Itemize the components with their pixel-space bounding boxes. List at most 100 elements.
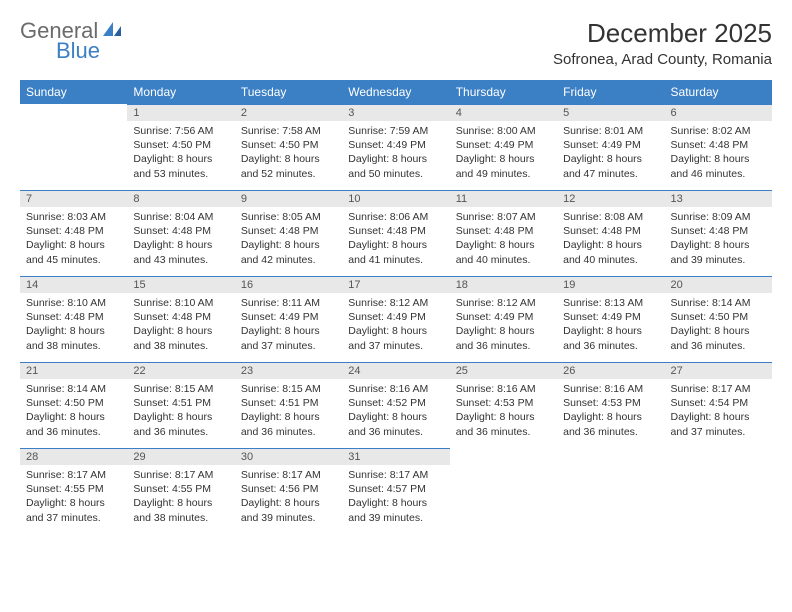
day-number: 30 — [235, 448, 342, 465]
day-number: 8 — [127, 190, 234, 207]
sunrise-text: Sunrise: 8:10 AM — [133, 296, 228, 310]
calendar-day-cell: 2Sunrise: 7:58 AMSunset: 4:50 PMDaylight… — [235, 104, 342, 190]
day-content: Sunrise: 8:14 AMSunset: 4:50 PMDaylight:… — [20, 379, 127, 445]
daylight-line1: Daylight: 8 hours — [133, 410, 228, 424]
page-title: December 2025 — [553, 18, 772, 49]
daylight-line2: and 53 minutes. — [133, 167, 228, 181]
calendar-day-cell: 30Sunrise: 8:17 AMSunset: 4:56 PMDayligh… — [235, 448, 342, 534]
day-number: 27 — [665, 362, 772, 379]
daylight-line2: and 36 minutes. — [348, 425, 443, 439]
calendar-day-cell: 18Sunrise: 8:12 AMSunset: 4:49 PMDayligh… — [450, 276, 557, 362]
calendar-day-cell: 27Sunrise: 8:17 AMSunset: 4:54 PMDayligh… — [665, 362, 772, 448]
sunset-text: Sunset: 4:48 PM — [133, 224, 228, 238]
sunset-text: Sunset: 4:48 PM — [456, 224, 551, 238]
daylight-line2: and 38 minutes. — [26, 339, 121, 353]
day-content: Sunrise: 8:14 AMSunset: 4:50 PMDaylight:… — [665, 293, 772, 359]
daylight-line2: and 36 minutes. — [456, 339, 551, 353]
header: General Blue December 2025 Sofronea, Ara… — [20, 18, 772, 68]
sunset-text: Sunset: 4:49 PM — [563, 310, 658, 324]
calendar-day-cell: 10Sunrise: 8:06 AMSunset: 4:48 PMDayligh… — [342, 190, 449, 276]
sunrise-text: Sunrise: 8:12 AM — [348, 296, 443, 310]
logo: General Blue — [20, 18, 123, 64]
daylight-line1: Daylight: 8 hours — [348, 152, 443, 166]
day-number: 18 — [450, 276, 557, 293]
daylight-line2: and 36 minutes. — [671, 339, 766, 353]
sunrise-text: Sunrise: 8:14 AM — [26, 382, 121, 396]
daylight-line2: and 52 minutes. — [241, 167, 336, 181]
daylight-line1: Daylight: 8 hours — [563, 324, 658, 338]
day-number: 29 — [127, 448, 234, 465]
daylight-line1: Daylight: 8 hours — [133, 152, 228, 166]
daylight-line1: Daylight: 8 hours — [241, 152, 336, 166]
sunset-text: Sunset: 4:49 PM — [348, 310, 443, 324]
daylight-line2: and 42 minutes. — [241, 253, 336, 267]
day-content: Sunrise: 8:12 AMSunset: 4:49 PMDaylight:… — [342, 293, 449, 359]
day-number: 15 — [127, 276, 234, 293]
sunset-text: Sunset: 4:48 PM — [348, 224, 443, 238]
day-number: 17 — [342, 276, 449, 293]
weekday-saturday: Saturday — [665, 80, 772, 104]
day-content: Sunrise: 8:10 AMSunset: 4:48 PMDaylight:… — [20, 293, 127, 359]
day-number: 5 — [557, 104, 664, 121]
calendar-week-row: 14Sunrise: 8:10 AMSunset: 4:48 PMDayligh… — [20, 276, 772, 362]
sunrise-text: Sunrise: 8:06 AM — [348, 210, 443, 224]
daylight-line1: Daylight: 8 hours — [348, 496, 443, 510]
sunrise-text: Sunrise: 8:17 AM — [241, 468, 336, 482]
day-number: 31 — [342, 448, 449, 465]
sunset-text: Sunset: 4:57 PM — [348, 482, 443, 496]
day-number: 28 — [20, 448, 127, 465]
sunrise-text: Sunrise: 8:01 AM — [563, 124, 658, 138]
daylight-line2: and 39 minutes. — [348, 511, 443, 525]
daylight-line1: Daylight: 8 hours — [671, 238, 766, 252]
day-content: Sunrise: 8:17 AMSunset: 4:55 PMDaylight:… — [20, 465, 127, 531]
calendar-day-cell: 5Sunrise: 8:01 AMSunset: 4:49 PMDaylight… — [557, 104, 664, 190]
sunset-text: Sunset: 4:53 PM — [456, 396, 551, 410]
daylight-line2: and 37 minutes. — [241, 339, 336, 353]
sunset-text: Sunset: 4:48 PM — [671, 224, 766, 238]
daylight-line2: and 37 minutes. — [26, 511, 121, 525]
sunset-text: Sunset: 4:50 PM — [133, 138, 228, 152]
sunrise-text: Sunrise: 8:10 AM — [26, 296, 121, 310]
daylight-line2: and 41 minutes. — [348, 253, 443, 267]
calendar-week-row: 1Sunrise: 7:56 AMSunset: 4:50 PMDaylight… — [20, 104, 772, 190]
day-content: Sunrise: 8:15 AMSunset: 4:51 PMDaylight:… — [235, 379, 342, 445]
sunrise-text: Sunrise: 7:59 AM — [348, 124, 443, 138]
calendar-day-cell: 12Sunrise: 8:08 AMSunset: 4:48 PMDayligh… — [557, 190, 664, 276]
day-number: 20 — [665, 276, 772, 293]
daylight-line1: Daylight: 8 hours — [241, 238, 336, 252]
daylight-line1: Daylight: 8 hours — [456, 152, 551, 166]
daylight-line2: and 46 minutes. — [671, 167, 766, 181]
day-number — [557, 448, 664, 453]
day-number — [20, 104, 127, 109]
calendar-body: 1Sunrise: 7:56 AMSunset: 4:50 PMDaylight… — [20, 104, 772, 534]
sunset-text: Sunset: 4:48 PM — [26, 310, 121, 324]
day-content: Sunrise: 8:17 AMSunset: 4:55 PMDaylight:… — [127, 465, 234, 531]
title-block: December 2025 Sofronea, Arad County, Rom… — [553, 18, 772, 68]
day-number: 3 — [342, 104, 449, 121]
daylight-line1: Daylight: 8 hours — [133, 238, 228, 252]
daylight-line2: and 47 minutes. — [563, 167, 658, 181]
daylight-line1: Daylight: 8 hours — [133, 324, 228, 338]
day-content: Sunrise: 8:17 AMSunset: 4:54 PMDaylight:… — [665, 379, 772, 445]
day-number: 16 — [235, 276, 342, 293]
sunset-text: Sunset: 4:48 PM — [241, 224, 336, 238]
sunrise-text: Sunrise: 7:58 AM — [241, 124, 336, 138]
sunset-text: Sunset: 4:49 PM — [241, 310, 336, 324]
calendar-day-cell: 24Sunrise: 8:16 AMSunset: 4:52 PMDayligh… — [342, 362, 449, 448]
daylight-line1: Daylight: 8 hours — [26, 496, 121, 510]
calendar-day-cell — [665, 448, 772, 534]
calendar-day-cell — [450, 448, 557, 534]
weekday-tuesday: Tuesday — [235, 80, 342, 104]
calendar-day-cell: 17Sunrise: 8:12 AMSunset: 4:49 PMDayligh… — [342, 276, 449, 362]
daylight-line1: Daylight: 8 hours — [671, 410, 766, 424]
calendar-day-cell: 4Sunrise: 8:00 AMSunset: 4:49 PMDaylight… — [450, 104, 557, 190]
sunrise-text: Sunrise: 8:13 AM — [563, 296, 658, 310]
day-number: 4 — [450, 104, 557, 121]
sunrise-text: Sunrise: 8:00 AM — [456, 124, 551, 138]
day-number: 25 — [450, 362, 557, 379]
day-number: 19 — [557, 276, 664, 293]
sunset-text: Sunset: 4:53 PM — [563, 396, 658, 410]
day-content: Sunrise: 8:01 AMSunset: 4:49 PMDaylight:… — [557, 121, 664, 187]
calendar-day-cell: 13Sunrise: 8:09 AMSunset: 4:48 PMDayligh… — [665, 190, 772, 276]
day-number: 14 — [20, 276, 127, 293]
